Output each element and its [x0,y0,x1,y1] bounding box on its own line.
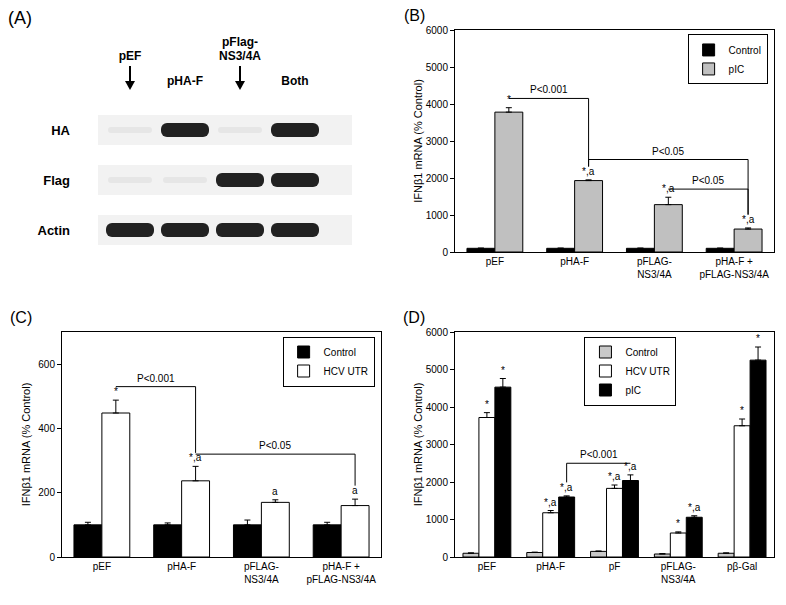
svg-text:pEF: pEF [478,561,496,572]
svg-text:HCV UTR: HCV UTR [324,366,368,377]
svg-text:1000: 1000 [426,514,449,525]
svg-text:*,a: *,a [662,183,675,194]
svg-text:*: * [676,518,680,529]
svg-text:0: 0 [442,247,448,258]
svg-text:*,a: *,a [189,452,202,463]
svg-text:*,a: *,a [688,502,701,513]
svg-text:pEF: pEF [93,561,111,572]
svg-text:2000: 2000 [426,173,449,184]
svg-text:*,a: *,a [742,214,755,225]
svg-text:pFLAG-NS3/4A: pFLAG-NS3/4A [244,561,279,585]
svg-text:5000: 5000 [426,364,449,375]
svg-text:pHA-F +pFLAG-NS3/4A: pHA-F +pFLAG-NS3/4A [699,256,769,280]
svg-text:600: 600 [38,359,55,370]
svg-text:HCV UTR: HCV UTR [625,366,669,377]
svg-text:a: a [352,485,358,496]
svg-text:*: * [756,333,760,344]
svg-text:IFNβ1 mRNA (% Control): IFNβ1 mRNA (% Control) [20,383,32,507]
svg-text:3000: 3000 [426,136,449,147]
svg-text:*: * [501,365,505,376]
svg-text:*: * [507,94,511,105]
svg-text:P<0.001: P<0.001 [580,449,618,460]
svg-text:P<0.05: P<0.05 [692,175,724,186]
svg-text:a: a [272,486,278,497]
svg-text:*: * [740,405,744,416]
svg-text:(C): (C) [10,309,32,326]
svg-text:200: 200 [38,487,55,498]
svg-text:5000: 5000 [426,62,449,73]
svg-text:pβ-Gal: pβ-Gal [727,561,757,572]
svg-text:*,a: *,a [544,497,557,508]
svg-text:P<0.001: P<0.001 [530,84,568,95]
svg-text:P<0.05: P<0.05 [652,146,684,157]
svg-text:*: * [114,386,118,397]
svg-text:*: * [485,399,489,410]
svg-text:pHA-F: pHA-F [167,74,203,88]
svg-text:pIC: pIC [625,385,641,396]
svg-text:pHA-F +pFLAG-NS3/4A: pHA-F +pFLAG-NS3/4A [306,561,376,585]
svg-text:*,a: *,a [560,482,573,493]
svg-text:IFNβ1 mRNA (% Control): IFNβ1 mRNA (% Control) [412,383,424,507]
svg-text:6000: 6000 [426,327,449,338]
svg-text:pHA-F: pHA-F [167,561,196,572]
svg-text:*,a: *,a [624,461,637,472]
svg-text:pFLAG-NS3/4A: pFLAG-NS3/4A [661,561,696,585]
svg-text:pFLAG-NS3/4A: pFLAG-NS3/4A [637,256,672,280]
svg-text:pEF: pEF [119,49,142,63]
svg-text:P<0.05: P<0.05 [259,440,291,451]
svg-text:(A): (A) [8,8,32,28]
svg-text:0: 0 [442,552,448,563]
svg-text:*,a: *,a [608,471,621,482]
svg-text:pEF: pEF [486,256,504,267]
svg-text:P<0.001: P<0.001 [137,373,175,384]
svg-text:pF: pF [609,561,621,572]
svg-text:1000: 1000 [426,210,449,221]
svg-text:pFlag-: pFlag- [222,35,258,49]
svg-text:IFNβ1 mRNA (% Control): IFNβ1 mRNA (% Control) [412,79,424,203]
svg-text:4000: 4000 [426,99,449,110]
svg-text:2000: 2000 [426,477,449,488]
svg-text:(D): (D) [403,309,425,326]
svg-text:3000: 3000 [426,439,449,450]
svg-text:Both: Both [281,74,308,88]
svg-text:Control: Control [729,45,761,56]
svg-text:pHA-F: pHA-F [536,561,565,572]
svg-text:pIC: pIC [729,64,745,75]
svg-text:6000: 6000 [426,25,449,36]
svg-text:400: 400 [38,423,55,434]
svg-text:Actin: Actin [38,223,71,238]
svg-text:*,a: *,a [582,166,595,177]
svg-text:NS3/4A: NS3/4A [219,49,261,63]
svg-text:0: 0 [49,552,55,563]
svg-text:HA: HA [51,123,70,138]
svg-text:4000: 4000 [426,402,449,413]
svg-text:Control: Control [324,347,356,358]
svg-text:Control: Control [625,347,657,358]
svg-text:(B): (B) [404,7,425,24]
svg-text:Flag: Flag [43,173,70,188]
svg-text:pHA-F: pHA-F [560,256,589,267]
